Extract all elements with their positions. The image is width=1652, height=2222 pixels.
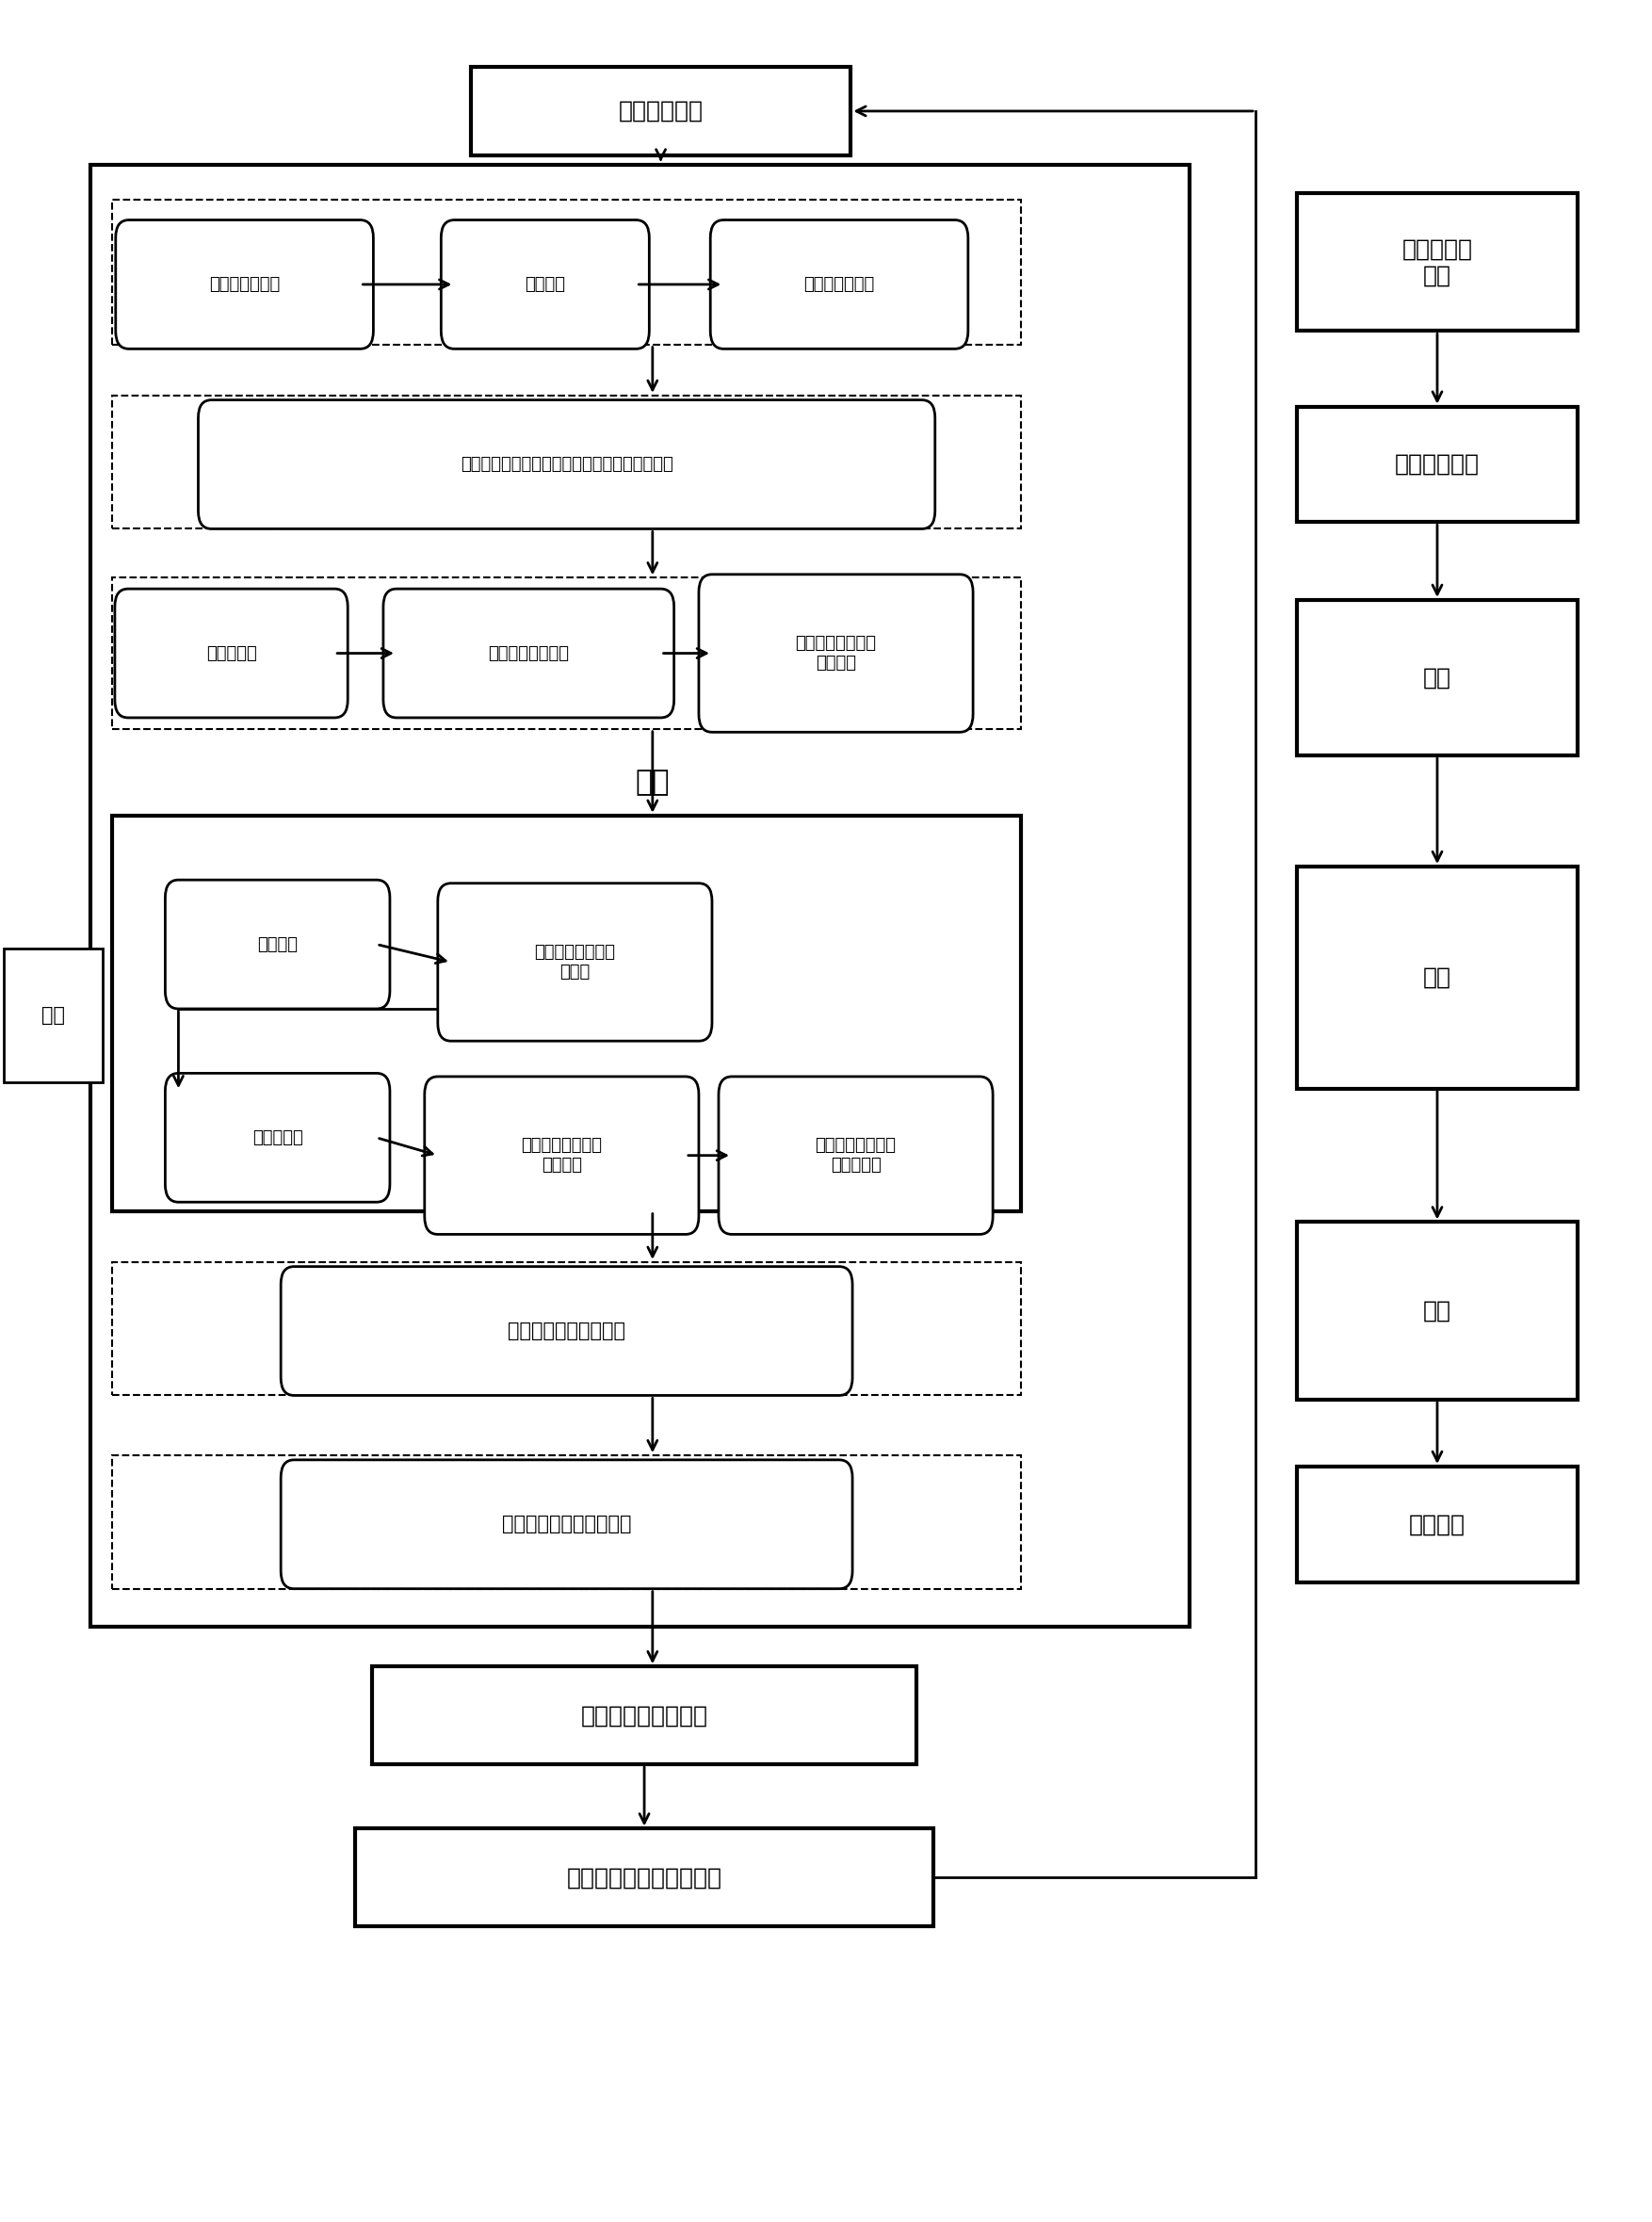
- Text: 安装喷嘴头: 安装喷嘴头: [206, 644, 256, 662]
- FancyBboxPatch shape: [719, 1078, 993, 1235]
- FancyBboxPatch shape: [441, 220, 649, 349]
- FancyBboxPatch shape: [699, 573, 973, 733]
- Text: 压管: 压管: [1422, 667, 1452, 689]
- Bar: [1297, 407, 1578, 522]
- FancyBboxPatch shape: [165, 1073, 390, 1202]
- Text: 安装前喷装置: 安装前喷装置: [1394, 453, 1480, 476]
- Text: 采用工具分节压管: 采用工具分节压管: [487, 644, 570, 662]
- Text: 安排下次注浆孔位及深度: 安排下次注浆孔位及深度: [567, 1866, 722, 1889]
- Text: 闷管后分节拔出注浆管: 闷管后分节拔出注浆管: [507, 1322, 626, 1340]
- Text: 查看混合器内水泥
浆压力: 查看混合器内水泥 浆压力: [534, 944, 616, 980]
- Bar: [355, 1829, 933, 1926]
- Text: 按设定流量进行双
液量注浆: 按设定流量进行双 液量注浆: [520, 1138, 603, 1173]
- Bar: [1297, 867, 1578, 1089]
- Bar: [1297, 1222, 1578, 1400]
- Bar: [112, 815, 1021, 1211]
- Text: 开水玻璃泵: 开水玻璃泵: [253, 1129, 302, 1147]
- Text: 浆液运输及储料: 浆液运输及储料: [805, 276, 874, 293]
- Text: 注浆前，在当班待注浆孔的球阀上安装前喷装置: 注浆前，在当班待注浆孔的球阀上安装前喷装置: [461, 456, 672, 473]
- Text: 按要求拌制浆液: 按要求拌制浆液: [210, 276, 279, 293]
- Bar: [1297, 1467, 1578, 1582]
- Text: 数据分析及沉降预测: 数据分析及沉降预测: [582, 1704, 707, 1726]
- Text: 测量: 测量: [41, 1007, 64, 1024]
- Text: 关闭球阀并拆除前喷装置: 关闭球阀并拆除前喷装置: [502, 1515, 631, 1533]
- FancyBboxPatch shape: [116, 589, 349, 718]
- Bar: [112, 578, 1021, 729]
- Text: 注浆: 注浆: [1422, 967, 1452, 989]
- FancyBboxPatch shape: [438, 882, 712, 1040]
- Text: 单组脉冲管阀同时
关闭阀合泵: 单组脉冲管阀同时 关闭阀合泵: [814, 1138, 897, 1173]
- Bar: [1297, 600, 1578, 755]
- FancyBboxPatch shape: [198, 400, 935, 529]
- FancyBboxPatch shape: [281, 1267, 852, 1395]
- Bar: [112, 200, 1021, 344]
- FancyBboxPatch shape: [281, 1460, 852, 1589]
- Text: 开水泥泵: 开水泥泵: [258, 935, 297, 953]
- Bar: [372, 1666, 917, 1764]
- Text: 拔管: 拔管: [1422, 1300, 1452, 1322]
- Bar: [112, 1262, 1021, 1395]
- Bar: [471, 67, 851, 156]
- Bar: [1297, 193, 1578, 331]
- FancyBboxPatch shape: [116, 220, 373, 349]
- Text: 拌制和运输
浆液: 拌制和运输 浆液: [1403, 238, 1472, 287]
- FancyBboxPatch shape: [425, 1078, 699, 1235]
- Text: 比重调定: 比重调定: [525, 276, 565, 293]
- FancyBboxPatch shape: [165, 880, 390, 1009]
- Bar: [112, 1455, 1021, 1589]
- Bar: [112, 396, 1021, 529]
- Text: 当班现场交底: 当班现场交底: [618, 100, 704, 122]
- Text: 注浆: 注浆: [636, 769, 669, 795]
- FancyBboxPatch shape: [710, 220, 968, 349]
- Bar: [3, 949, 102, 1082]
- Bar: [91, 164, 1189, 1627]
- Text: 安装混合器及连接
注浆管路: 安装混合器及连接 注浆管路: [795, 635, 877, 671]
- FancyBboxPatch shape: [383, 589, 674, 718]
- Text: 关闭球阀: 关闭球阀: [1409, 1513, 1465, 1535]
